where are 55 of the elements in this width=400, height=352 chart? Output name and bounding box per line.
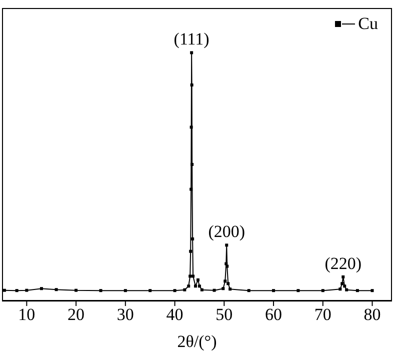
x-tick-label: 10 xyxy=(18,305,36,324)
point xyxy=(190,51,194,54)
x-tick-label: 50 xyxy=(216,305,233,324)
point xyxy=(54,288,58,292)
point xyxy=(74,288,78,292)
annotation: (220) xyxy=(324,254,362,273)
point xyxy=(343,284,346,288)
x-tick-label: 80 xyxy=(364,305,381,324)
point xyxy=(15,289,18,292)
point xyxy=(124,289,127,292)
point xyxy=(191,237,194,240)
legend-label: Cu xyxy=(358,14,378,34)
point xyxy=(40,287,43,290)
point xyxy=(190,126,193,129)
point xyxy=(200,288,204,292)
x-axis-title: 2θ/(°) xyxy=(177,332,217,351)
point xyxy=(212,288,216,292)
x-tick-label: 60 xyxy=(265,305,282,324)
point xyxy=(247,289,250,292)
point xyxy=(173,289,176,292)
point xyxy=(340,282,344,286)
point xyxy=(356,289,359,292)
point xyxy=(188,274,192,278)
x-tick-label: 40 xyxy=(166,305,184,324)
point xyxy=(224,280,227,283)
point xyxy=(272,289,276,292)
point xyxy=(228,288,232,291)
point xyxy=(187,284,190,288)
point xyxy=(226,264,229,268)
point xyxy=(2,288,6,292)
point xyxy=(192,274,195,278)
point xyxy=(198,284,201,288)
x-tick-label: 70 xyxy=(314,305,332,324)
point xyxy=(183,288,186,292)
point xyxy=(222,287,225,290)
point xyxy=(190,162,194,166)
point xyxy=(196,278,200,282)
point xyxy=(342,275,345,278)
point xyxy=(194,284,198,288)
x-tick-label: 30 xyxy=(116,305,134,324)
point xyxy=(370,289,374,292)
point xyxy=(25,288,28,292)
point xyxy=(321,289,324,292)
point xyxy=(225,244,228,247)
x-tick-label: 20 xyxy=(68,305,85,324)
point xyxy=(189,250,192,253)
annotation: (111) xyxy=(174,30,210,49)
point xyxy=(148,289,152,292)
point xyxy=(99,289,102,292)
point xyxy=(190,83,194,86)
annotation: (200) xyxy=(208,222,246,242)
point xyxy=(345,288,348,292)
point xyxy=(296,289,300,292)
point xyxy=(226,282,230,286)
point xyxy=(338,288,342,291)
